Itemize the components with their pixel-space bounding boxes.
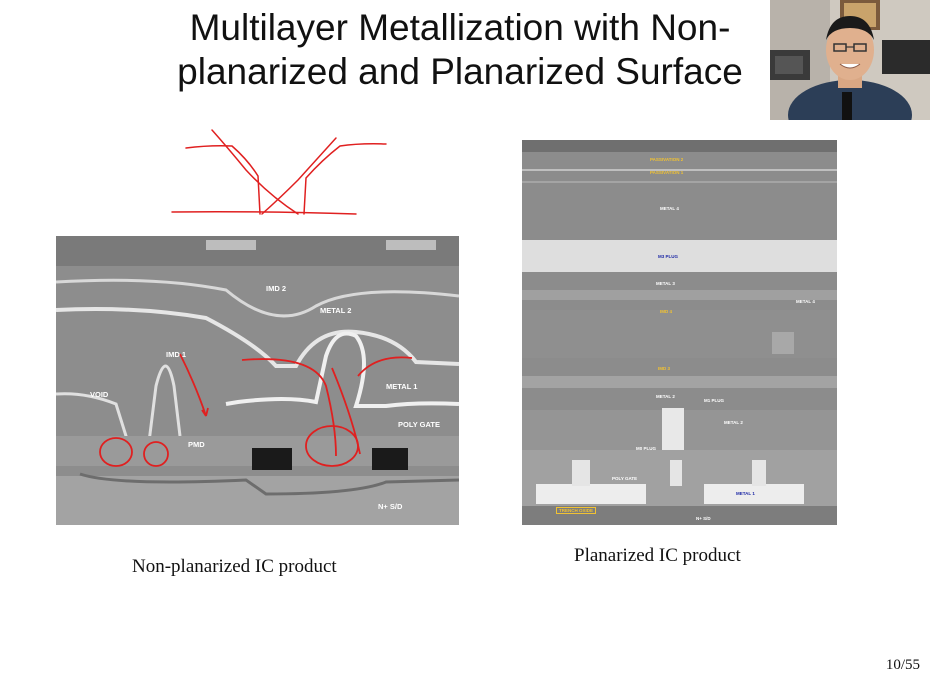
label-imd3: IMD 3 [658,366,671,371]
label-imd2: IMD 2 [266,284,287,293]
label-trench-oxide: TRENCH OXIDE [556,507,597,514]
label-metal4-top: METAL 4 [660,206,679,211]
label-m3-plug: M3 PLUG [658,254,679,259]
label-void: VOID [90,390,109,399]
label-metal1: METAL 1 [386,382,418,391]
presenter-image [770,0,930,120]
title-line-2: planarized and Planarized Surface [177,51,743,92]
left-caption: Non-planarized IC product [132,556,337,577]
label-poly-gate: POLY GATE [612,476,638,481]
label-m1-plug: M1 PLUG [704,398,725,403]
label-nsd: N+ S/D [378,502,403,511]
label-metal4-side: METAL 4 [796,299,815,304]
title-line-1: Multilayer Metallization with Non- [189,7,731,48]
label-imd1: IMD 1 [166,350,187,359]
label-passivation2: PASSIVATION 2 [650,157,684,162]
label-metal1: METAL 1 [736,491,755,496]
planarized-micrograph: PASSIVATION 2 PASSIVATION 1 METAL 4 M3 P… [522,140,837,525]
slide-title: Multilayer Metallization with Non- plana… [90,6,830,94]
label-metal2b: METAL 2 [724,420,743,425]
page-number: 10/55 [885,657,920,673]
label-metal3: METAL 3 [656,281,675,286]
label-metal2: METAL 2 [656,394,675,399]
label-metal2: METAL 2 [320,306,352,315]
label-poly-gate: POLY GATE [398,420,440,429]
label-imd4: IMD 4 [660,309,673,314]
right-caption: Planarized IC product [574,545,741,566]
label-passivation1: PASSIVATION 1 [650,170,684,175]
label-m0-plug: M0 PLUG [636,446,657,451]
non-planarized-micrograph: IMD 2 METAL 2 IMD 1 METAL 1 VOID PMD POL… [56,236,459,525]
label-nsd: N+ S/D [696,516,711,521]
presenter-webcam [770,0,930,120]
label-pmd: PMD [188,440,205,449]
